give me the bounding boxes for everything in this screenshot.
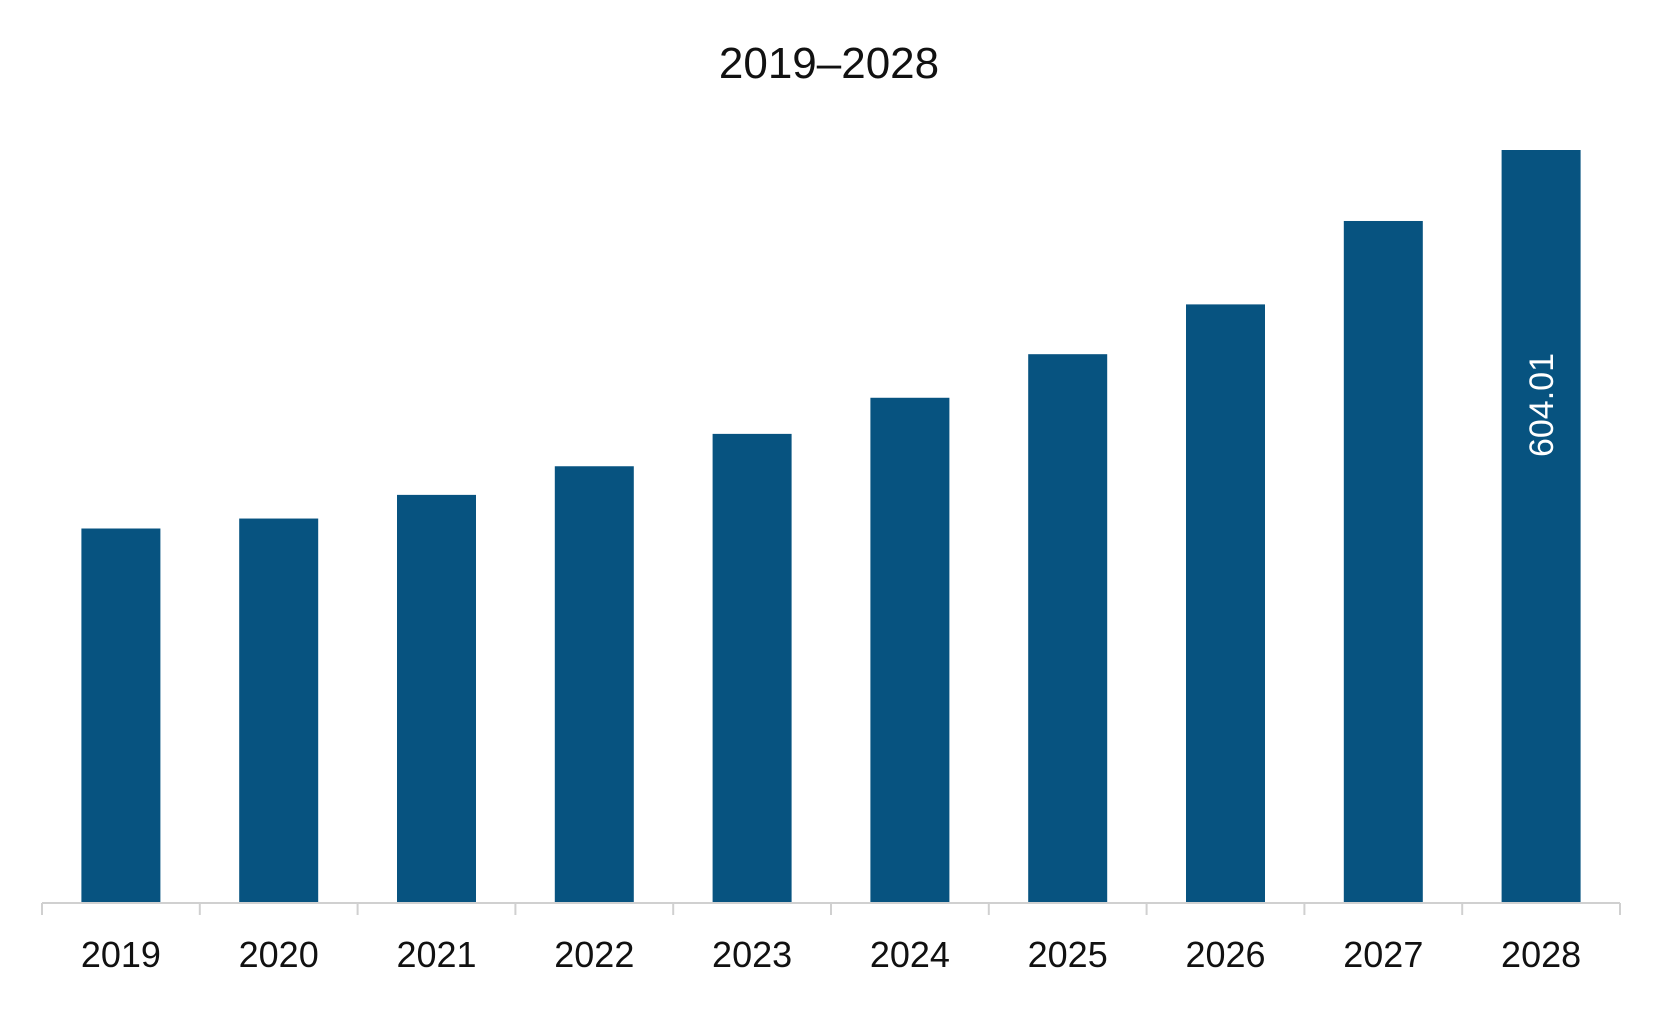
bar-2019 — [81, 528, 161, 902]
x-tick-label-2022: 2022 — [554, 934, 634, 975]
x-tick-label-2020: 2020 — [239, 934, 319, 975]
bars-layer — [81, 150, 1581, 903]
x-tick-label-2026: 2026 — [1185, 934, 1265, 975]
bar-2023 — [712, 433, 792, 902]
x-axis — [41, 902, 1621, 915]
bar-2022 — [554, 466, 634, 902]
data-label-2028: 604.01 — [1523, 353, 1561, 457]
x-tick-label-2027: 2027 — [1343, 934, 1423, 975]
x-tick-label-2019: 2019 — [81, 934, 161, 975]
chart-title: 2019–2028 — [719, 39, 939, 88]
x-tick-label-2023: 2023 — [712, 934, 792, 975]
bar-2025 — [1028, 354, 1108, 902]
x-tick-label-2028: 2028 — [1501, 934, 1581, 975]
x-tick-label-2025: 2025 — [1028, 934, 1108, 975]
labels-layer: 2019 2020 2021 2022 2023 2024 2025 2026 2027 2028… — [81, 353, 1581, 975]
x-tick-label-2024: 2024 — [870, 934, 950, 975]
bar-2021 — [397, 494, 476, 902]
bar-2026 — [1186, 304, 1265, 902]
bar-2024 — [870, 397, 950, 902]
x-tick-label-2021: 2021 — [396, 934, 476, 975]
bar-2020 — [239, 518, 319, 902]
bar-2027 — [1343, 220, 1423, 903]
bar-2028 — [1501, 150, 1581, 902]
